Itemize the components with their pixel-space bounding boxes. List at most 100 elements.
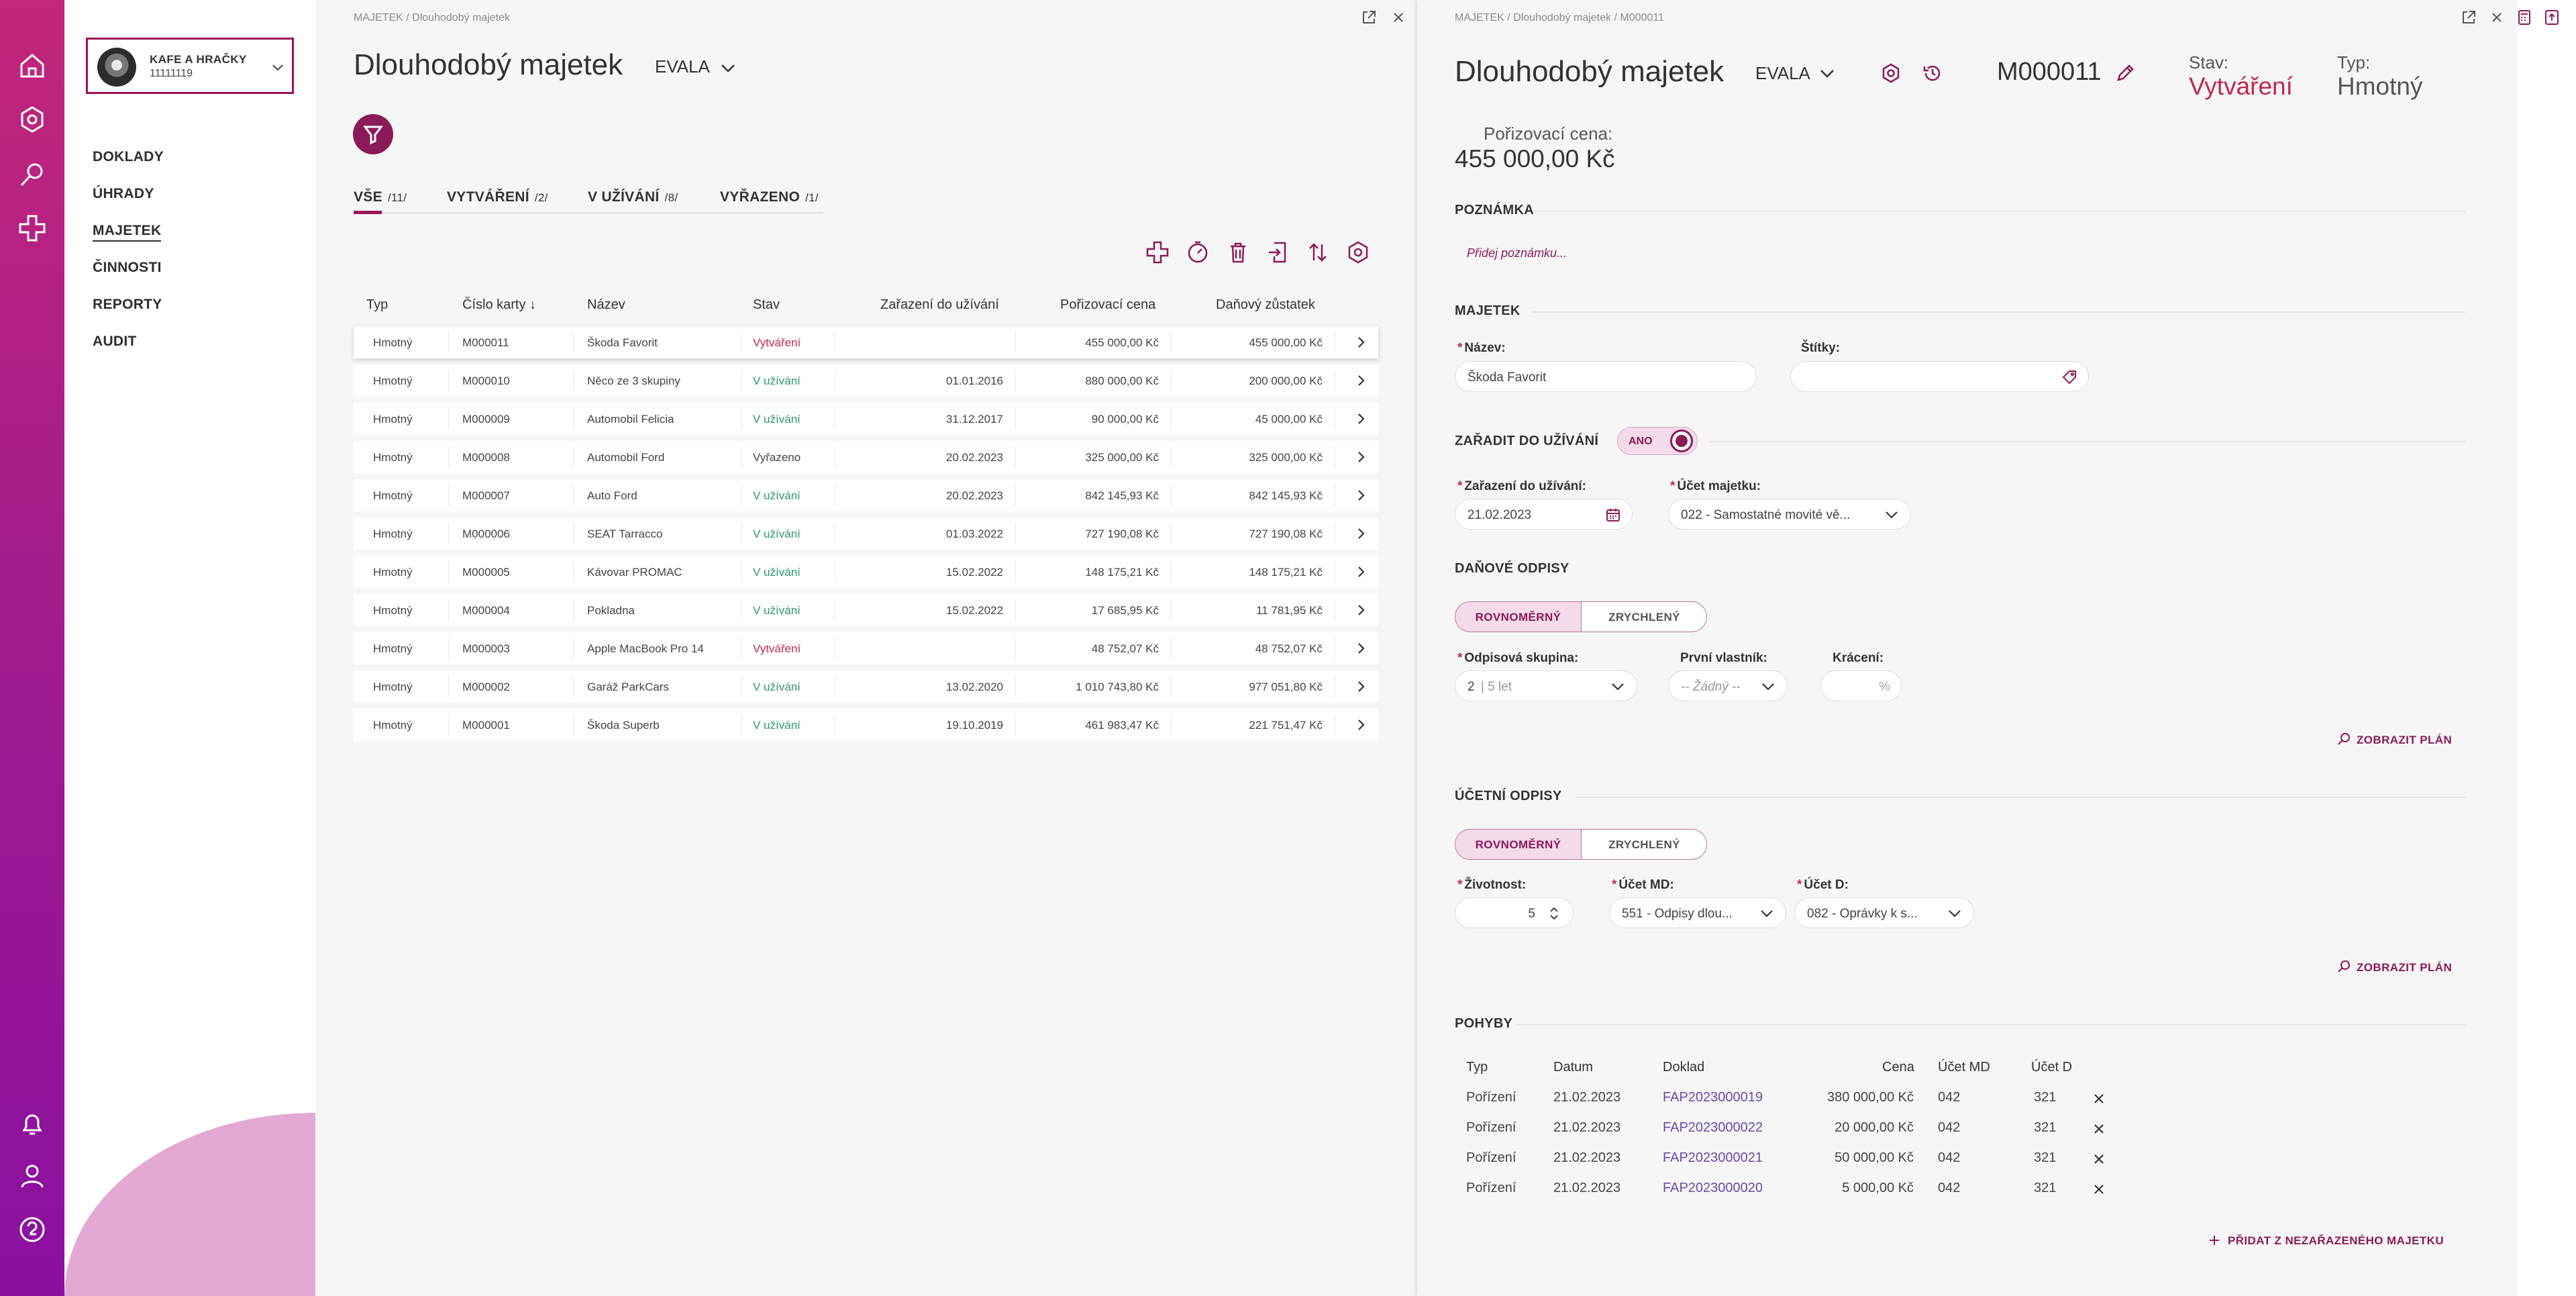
tab-v-uzivani[interactable]: V UŽÍVÁNÍ/8/ [588,189,678,205]
stitky-input[interactable] [1790,361,2089,392]
nav-item-reporty[interactable]: REPORTY [93,297,162,312]
nav-item-doklady[interactable]: DOKLADY [93,149,164,164]
tab-vyrazeno[interactable]: VYŘAZENO/1/ [720,189,819,205]
depreciate-icon[interactable] [1184,239,1211,266]
nav-item-uhrady[interactable]: ÚHRADY [93,186,154,201]
remove-icon[interactable] [2091,1181,2107,1197]
zobrazit-plan-ucetni-button[interactable]: ZOBRAZIT PLÁN [2357,961,2453,974]
delete-icon[interactable] [1225,239,1251,266]
table-row[interactable]: Hmotný M000005 Kávovar PROMAC V užívání 15.0… [354,556,1378,588]
remove-icon[interactable] [2091,1151,2107,1167]
column-header-porizovaci-cena[interactable]: Pořizovací cena [1060,297,1156,312]
company-switcher[interactable]: EVALA [655,56,710,77]
ucet-majetku-select[interactable]: 022 - Samostatné movité vě... [1668,499,1911,530]
add-icon[interactable] [1144,239,1171,266]
table-row[interactable]: Hmotný M000010 Něco ze 3 skupiny V užívání 0… [354,364,1378,397]
tab-vytvareni[interactable]: VYTVÁŘENÍ/2/ [447,189,548,205]
edit-icon[interactable] [2114,62,2136,85]
column-header-danovy-zustatek[interactable]: Daňový zůstatek [1216,297,1315,312]
close-icon[interactable] [2487,8,2506,27]
sort-icon[interactable] [1304,239,1331,266]
chevron-right-icon[interactable] [1353,334,1369,350]
user-icon[interactable] [16,1160,48,1192]
chevron-right-icon[interactable] [1353,526,1369,542]
help-icon[interactable] [16,1213,48,1246]
chevron-right-icon[interactable] [1353,679,1369,695]
company-selector[interactable]: KAFE A HRAČKY 11111119 [86,38,294,94]
home-icon[interactable] [16,50,48,82]
close-icon[interactable] [1389,8,1408,27]
danove-option-zrychleny[interactable]: ZRYCHLENÝ [1581,602,1706,632]
zobrazit-plan-danove-button[interactable]: ZOBRAZIT PLÁN [2357,734,2453,746]
table-row[interactable]: Hmotný M000009 Automobil Felicia V užívání 3… [354,403,1378,435]
settings-icon[interactable] [16,103,48,136]
chevron-right-icon[interactable] [1353,487,1369,503]
table-row[interactable]: Hmotný M000002 Garáž ParkCars V užívání 13.0… [354,670,1378,703]
tab-vse[interactable]: VŠE/11/ [354,189,407,205]
chevron-down-icon[interactable] [1817,63,1837,83]
pohyb-doklad-link[interactable]: FAP2023000022 [1663,1120,1763,1135]
pridat-z-nezarazeneho-button[interactable]: PŘIDAT Z NEZAŘAZENÉHO MAJETKU [2228,1234,2444,1247]
pohyb-doklad-link[interactable]: FAP2023000021 [1663,1150,1763,1165]
breadcrumb-item[interactable]: MAJETEK [1455,12,1504,23]
export-icon[interactable] [2542,8,2561,27]
calendar-icon[interactable] [1605,507,1621,523]
nav-item-audit[interactable]: AUDIT [93,334,137,349]
stepper-arrows-icon[interactable] [1546,905,1562,921]
nazev-input[interactable]: Škoda Favorit [1455,361,1757,392]
table-row[interactable]: Hmotný M000006 SEAT Tarracco V užívání 01.03… [354,517,1378,550]
table-row[interactable]: Hmotný M000008 Automobil Ford Vyřazeno 20.02… [354,441,1378,473]
company-switcher[interactable]: EVALA [1755,63,1810,84]
nav-item-majetek[interactable]: MAJETEK [93,223,162,242]
settings-icon[interactable] [1345,239,1372,266]
chevron-right-icon[interactable] [1353,602,1369,618]
open-external-icon[interactable] [1359,8,1378,27]
column-header-stav[interactable]: Stav [753,297,780,312]
bell-icon[interactable] [16,1107,48,1140]
table-row[interactable]: Hmotný M000003 Apple MacBook Pro 14 Vytváře… [354,632,1378,664]
breadcrumb-item[interactable]: MAJETEK [354,12,403,23]
chevron-right-icon[interactable] [1353,564,1369,580]
pohyb-doklad-link[interactable]: FAP2023000019 [1663,1090,1763,1105]
chevron-down-icon[interactable] [718,58,738,78]
column-header-typ[interactable]: Typ [366,297,389,312]
column-header-cislo-karty[interactable]: Číslo karty ↓ [462,297,537,312]
remove-icon[interactable] [2091,1091,2107,1107]
nav-item-cinnosti[interactable]: ČINNOSTI [93,260,162,275]
chevron-right-icon[interactable] [1353,640,1369,656]
breadcrumb-item[interactable]: Dlouhodobý majetek [1513,12,1612,23]
chevron-right-icon[interactable] [1353,411,1369,427]
ucetni-option-rovnomerny[interactable]: ROVNOMĚRNÝ [1455,830,1581,859]
table-row[interactable]: Hmotný M000007 Auto Ford V užívání 20.02.202… [354,479,1378,511]
open-external-icon[interactable] [2459,8,2478,27]
ucetni-option-zrychleny[interactable]: ZRYCHLENÝ [1581,830,1706,859]
chevron-right-icon[interactable] [1353,372,1369,389]
remove-icon[interactable] [2091,1121,2107,1137]
zarazeni-date-input[interactable]: 21.02.2023 [1455,499,1633,530]
kraceni-input[interactable]: % [1820,670,1902,701]
pohyb-doklad-link[interactable]: FAP2023000020 [1663,1181,1763,1195]
ucet-d-select[interactable]: 082 - Oprávky k s... [1794,897,1974,928]
table-row[interactable]: Hmotný M000001 Škoda Superb V užívání 19.10.… [354,709,1378,741]
zivotnost-stepper[interactable]: 5 [1455,897,1574,928]
breadcrumb-item[interactable]: Dlouhodobý majetek [412,12,511,23]
danove-option-rovnomerny[interactable]: ROVNOMĚRNÝ [1455,602,1581,632]
calculator-icon[interactable] [2515,8,2534,27]
table-row[interactable]: Hmotný M000004 Pokladna V užívání 15.02.2022… [354,594,1378,626]
chevron-right-icon[interactable] [1353,717,1369,733]
column-header-zarazeni[interactable]: Zařazení do užívání [880,297,999,312]
ucet-md-select[interactable]: 551 - Odpisy dlou... [1609,897,1786,928]
plus-icon[interactable] [16,212,48,244]
history-icon[interactable] [1921,62,1944,85]
chevron-right-icon[interactable] [1353,449,1369,465]
prvni-vlastnik-select[interactable]: -- Žádný -- [1668,670,1788,701]
tag-icon[interactable] [2061,369,2077,385]
search-icon[interactable] [16,158,48,191]
settings-icon[interactable] [1879,62,1902,85]
odpisova-select[interactable]: 2 | 5 let [1455,670,1637,701]
filter-button[interactable] [353,114,393,154]
zaradit-toggle[interactable]: ANO [1617,427,1698,455]
import-icon[interactable] [1265,239,1292,266]
table-row[interactable]: Hmotný M000011 Škoda Favorit Vytváření 455 0… [354,326,1378,358]
column-header-nazev[interactable]: Název [587,297,625,312]
